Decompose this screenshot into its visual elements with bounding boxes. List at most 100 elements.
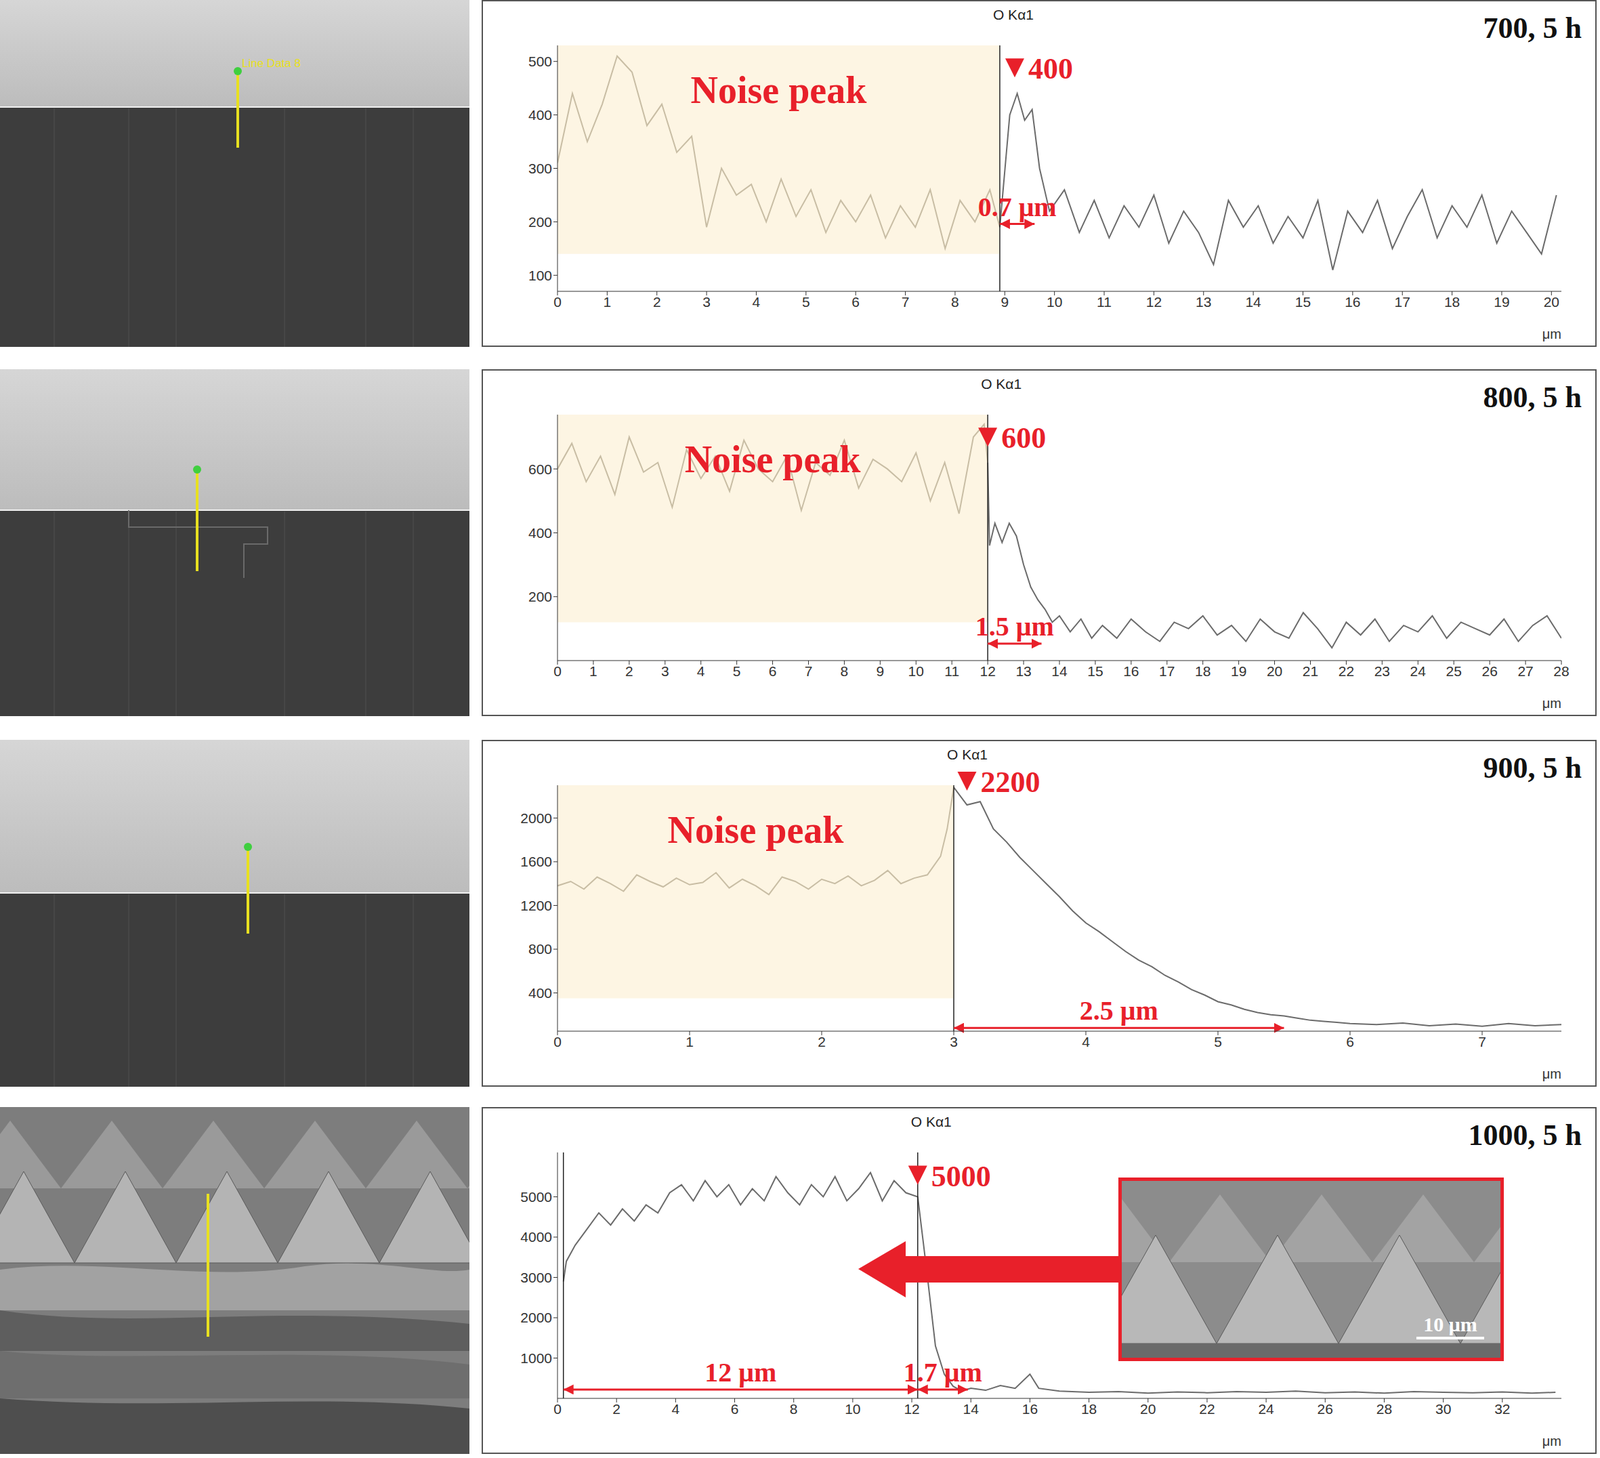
svg-text:5: 5 <box>802 293 811 310</box>
svg-text:0.7 μm: 0.7 μm <box>978 191 1057 223</box>
svg-text:21: 21 <box>1302 663 1319 679</box>
svg-text:2: 2 <box>653 293 662 310</box>
svg-text:3000: 3000 <box>520 1269 553 1286</box>
svg-text:26: 26 <box>1481 663 1498 679</box>
svg-text:O Kα1: O Kα1 <box>980 375 1022 392</box>
svg-text:500: 500 <box>528 53 553 70</box>
svg-text:10 μm: 10 μm <box>1423 1312 1478 1336</box>
svg-text:18: 18 <box>1444 293 1460 310</box>
svg-text:400: 400 <box>528 524 553 541</box>
svg-text:2200: 2200 <box>980 765 1041 799</box>
svg-text:4: 4 <box>697 663 706 679</box>
svg-text:10: 10 <box>1046 293 1063 310</box>
svg-text:100: 100 <box>528 267 553 284</box>
svg-text:1000: 1000 <box>520 1350 553 1366</box>
svg-text:6: 6 <box>730 1400 740 1417</box>
svg-text:μm: μm <box>1542 326 1562 342</box>
svg-text:200: 200 <box>528 214 553 230</box>
svg-text:5000: 5000 <box>520 1188 553 1205</box>
svg-text:1200: 1200 <box>520 897 553 914</box>
svg-text:2.5 μm: 2.5 μm <box>1079 995 1159 1026</box>
svg-text:1600: 1600 <box>520 853 553 870</box>
svg-text:12 μm: 12 μm <box>704 1356 777 1388</box>
svg-text:18: 18 <box>1194 663 1211 679</box>
svg-text:12: 12 <box>1146 293 1162 310</box>
svg-text:8: 8 <box>840 663 849 679</box>
svg-text:2000: 2000 <box>520 1309 553 1325</box>
svg-text:28: 28 <box>1376 1400 1393 1417</box>
svg-text:32: 32 <box>1494 1400 1510 1417</box>
svg-text:1: 1 <box>685 1033 694 1050</box>
svg-text:800: 800 <box>528 940 553 957</box>
svg-text:μm: μm <box>1542 1433 1562 1449</box>
svg-text:17: 17 <box>1159 663 1175 679</box>
svg-text:22: 22 <box>1198 1400 1215 1417</box>
svg-text:6: 6 <box>851 293 860 310</box>
svg-text:9: 9 <box>876 663 885 679</box>
svg-text:Line Data 8: Line Data 8 <box>241 56 301 70</box>
svg-text:6: 6 <box>1345 1033 1355 1050</box>
svg-text:0: 0 <box>553 1033 562 1050</box>
svg-text:2: 2 <box>817 1033 826 1050</box>
svg-text:5: 5 <box>732 663 742 679</box>
svg-text:5: 5 <box>1213 1033 1223 1050</box>
svg-text:7: 7 <box>901 293 910 310</box>
svg-text:12: 12 <box>903 1400 920 1417</box>
svg-text:400: 400 <box>528 107 553 123</box>
svg-text:600: 600 <box>1001 421 1046 455</box>
svg-text:30: 30 <box>1435 1400 1451 1417</box>
svg-text:4: 4 <box>671 1400 681 1417</box>
svg-text:12: 12 <box>979 663 996 679</box>
svg-text:5000: 5000 <box>931 1159 992 1193</box>
svg-text:9: 9 <box>1000 293 1009 310</box>
svg-text:20: 20 <box>1543 293 1560 310</box>
svg-text:400: 400 <box>1028 52 1073 86</box>
svg-text:600: 600 <box>528 461 553 477</box>
svg-text:2: 2 <box>625 663 634 679</box>
svg-text:16: 16 <box>1022 1400 1038 1417</box>
svg-text:24: 24 <box>1410 663 1427 679</box>
svg-text:11: 11 <box>944 663 960 679</box>
svg-text:17: 17 <box>1394 293 1411 310</box>
svg-text:4000: 4000 <box>520 1228 553 1245</box>
svg-text:4: 4 <box>1081 1033 1090 1050</box>
svg-text:3: 3 <box>702 293 711 310</box>
svg-text:O Kα1: O Kα1 <box>993 6 1034 23</box>
svg-text:0: 0 <box>553 663 562 679</box>
svg-text:4: 4 <box>752 293 761 310</box>
svg-text:13: 13 <box>1015 663 1031 679</box>
svg-text:2000: 2000 <box>520 810 553 826</box>
svg-text:O Kα1: O Kα1 <box>946 746 988 763</box>
svg-text:26: 26 <box>1317 1400 1334 1417</box>
svg-text:1.7 μm: 1.7 μm <box>903 1356 983 1388</box>
svg-text:15: 15 <box>1295 293 1311 310</box>
svg-text:14: 14 <box>1245 293 1262 310</box>
svg-text:18: 18 <box>1081 1400 1097 1417</box>
svg-text:Noise peak: Noise peak <box>667 808 845 851</box>
svg-text:20: 20 <box>1140 1400 1156 1417</box>
svg-text:13: 13 <box>1195 293 1212 310</box>
svg-text:19: 19 <box>1230 663 1247 679</box>
svg-text:300: 300 <box>528 160 553 177</box>
svg-text:20: 20 <box>1266 663 1283 679</box>
svg-text:28: 28 <box>1553 663 1569 679</box>
svg-text:25: 25 <box>1446 663 1462 679</box>
svg-text:6: 6 <box>768 663 777 679</box>
svg-text:19: 19 <box>1493 293 1510 310</box>
svg-text:μm: μm <box>1542 1066 1562 1082</box>
svg-text:3: 3 <box>661 663 670 679</box>
svg-text:8: 8 <box>789 1400 798 1417</box>
svg-text:15: 15 <box>1087 663 1103 679</box>
svg-text:8: 8 <box>951 293 960 310</box>
svg-text:7: 7 <box>1478 1033 1487 1050</box>
svg-text:14: 14 <box>963 1400 980 1417</box>
svg-text:22: 22 <box>1338 663 1355 679</box>
svg-text:7: 7 <box>804 663 813 679</box>
svg-text:μm: μm <box>1542 695 1562 711</box>
svg-text:14: 14 <box>1051 663 1068 679</box>
svg-text:1: 1 <box>589 663 598 679</box>
svg-text:Noise peak: Noise peak <box>684 438 862 481</box>
svg-text:24: 24 <box>1257 1400 1275 1417</box>
svg-text:16: 16 <box>1344 293 1361 310</box>
svg-text:10: 10 <box>844 1400 861 1417</box>
